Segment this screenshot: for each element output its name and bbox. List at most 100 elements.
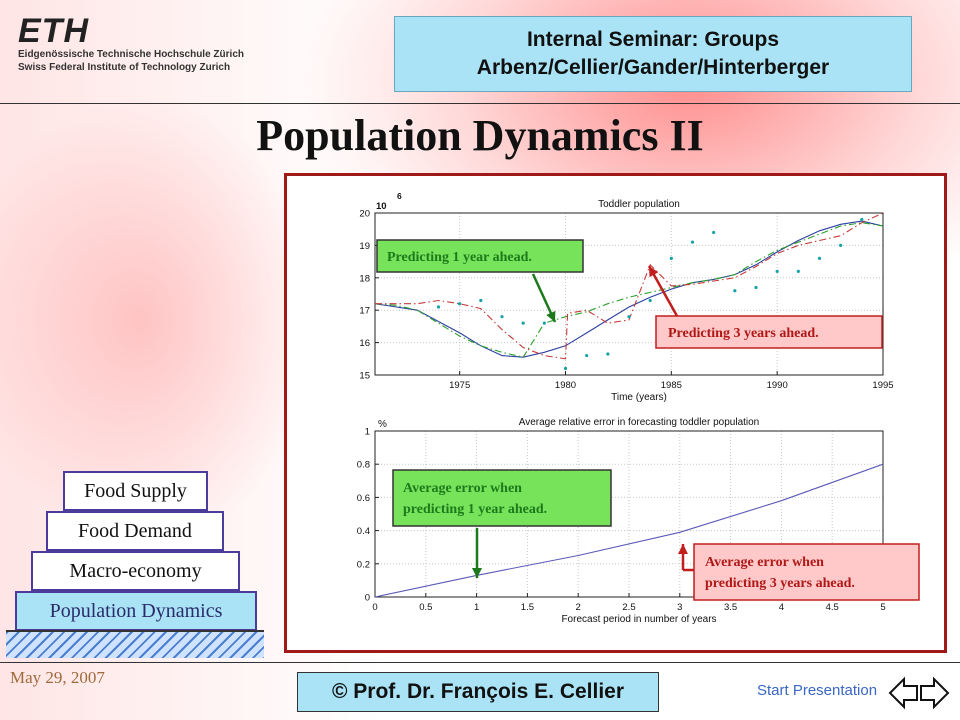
err1-annotation-box: [392, 469, 612, 527]
stack-macro-economy-label: Macro-economy: [69, 560, 202, 582]
stack-foundation: [6, 630, 264, 658]
toddler-population-chart-ytick-label-4: 19: [359, 241, 370, 252]
stack-population-dynamics-label: Population Dynamics: [49, 600, 223, 622]
err3-annotation-line1: Average error when: [705, 555, 824, 570]
seminar-line2: Arbenz/Cellier/Gander/Hinterberger: [476, 56, 830, 79]
average-error-chart-xtick-label-8: 4: [779, 602, 784, 613]
toddler-population-chart-measured-point-8: [606, 352, 610, 356]
toddler-population-chart-measured-point-3: [500, 315, 504, 319]
average-error-chart-xtick-label-0: 0: [372, 602, 377, 613]
pred3-annotation-box: [655, 315, 883, 349]
err3-annotation-line2: predicting 3 years ahead.: [705, 576, 855, 591]
toddler-population-chart-yexp-base: 10: [376, 201, 387, 212]
toddler-population-chart-xtick-label-0: 1975: [449, 380, 470, 391]
toddler-population-chart-ytick-label-1: 16: [359, 338, 370, 349]
toddler-population-chart-ytick-label-2: 17: [359, 306, 370, 317]
eth-logo-word: ETH: [18, 12, 89, 50]
stack-population-dynamics[interactable]: Population Dynamics: [15, 591, 257, 631]
toddler-population-chart-ytick-label-3: 18: [359, 273, 370, 284]
header-divider: [0, 103, 960, 104]
average-error-chart-ytick-label-3: 0.6: [357, 493, 370, 504]
average-error-chart-xtick-label-4: 2: [576, 602, 581, 613]
toddler-population-chart-yexp-power: 6: [397, 191, 402, 201]
toddler-population-chart-axes-box: [374, 212, 884, 376]
toddler-population-chart-measured-point-9: [627, 315, 631, 319]
pred3-arrow-head: [649, 266, 659, 278]
toddler-population-chart-measured-point-16: [775, 269, 779, 273]
err3-annotation-box: [693, 543, 920, 601]
toddler-population-chart-measured-point-4: [521, 321, 525, 325]
average-error-chart-xtick-label-9: 4.5: [826, 602, 839, 613]
forward-arrow-icon[interactable]: [920, 676, 950, 710]
eth-logo-line1: Eidgenössische Technische Hochschule Zür…: [18, 49, 244, 60]
toddler-population-chart-measured-point-12: [690, 240, 695, 244]
toddler-population-chart-pred3-line: [375, 212, 884, 360]
toddler-population-chart-measured-point-7: [585, 353, 589, 358]
toddler-population-chart-measured-point-1: [458, 302, 462, 306]
toddler-population-chart-measured-point-19: [839, 243, 843, 247]
average-error-chart-xtick-label-3: 1.5: [521, 602, 534, 613]
toddler-population-chart-xtick-label-4: 1995: [872, 380, 893, 391]
average-error-chart-error-line: [374, 463, 884, 598]
average-error-chart-xtick-label-2: 1: [474, 602, 479, 613]
toddler-population-chart-ytick-label-5: 20: [359, 209, 370, 220]
toddler-population-chart-measured-point-10: [648, 298, 652, 303]
average-error-chart-ylabel: %: [378, 419, 387, 430]
stack-macro-economy[interactable]: Macro-economy: [31, 551, 240, 591]
pred1-arrow-head: [546, 310, 556, 322]
figure-frame: 1975 1980 1985 1990 1995 15 16 17 18 19 20 Toddler …: [284, 173, 947, 653]
toddler-population-chart-measured-point-0: [436, 305, 441, 309]
average-error-chart-ytick-label-0: 0: [365, 593, 370, 604]
pred1-annotation-text: Predicting 1 year ahead.: [387, 250, 532, 265]
footer-divider: [0, 662, 960, 663]
toddler-population-chart-measured-point-15: [754, 285, 758, 290]
stack-food-demand-label: Food Demand: [78, 520, 192, 542]
stack-food-supply-label: Food Supply: [84, 480, 187, 502]
toddler-population-chart-measured-point-17: [796, 269, 800, 273]
average-error-chart-xtick-label-6: 3: [677, 602, 682, 613]
err1-annotation-line1: Average error when: [403, 481, 522, 496]
average-error-chart-ytick-label-1: 0.2: [357, 559, 370, 570]
average-error-chart-xtick-label-5: 2.5: [622, 602, 635, 613]
back-arrow-icon[interactable]: [888, 676, 918, 710]
err1-arrow-head: [472, 568, 482, 578]
toddler-population-chart: 1975 1980 1985 1990 1995 15 16 17 18 19 20 Toddler …: [359, 191, 893, 403]
err1-annotation-line2: predicting 1 year ahead.: [403, 502, 547, 517]
toddler-population-chart-title: Toddler population: [598, 199, 680, 210]
pred1-annotation-box: [376, 239, 584, 273]
toddler-population-chart-xlabel: Time (years): [611, 392, 667, 403]
average-error-chart-title: Average relative error in forecasting to…: [519, 417, 760, 428]
toddler-population-chart-xtick-label-2: 1985: [661, 380, 682, 391]
stack-food-demand[interactable]: Food Demand: [46, 511, 224, 551]
toddler-population-chart-measured-point-20: [860, 217, 864, 222]
average-error-chart-ytick-label-5: 1: [365, 427, 370, 438]
toddler-population-chart-actual-line: [374, 220, 884, 358]
average-error-chart-xtick-label-10: 5: [880, 602, 885, 613]
toddler-population-chart-measured-point-13: [712, 230, 716, 235]
eth-logo: ETH Eidgenössische Technische Hochschule…: [18, 14, 248, 84]
annotations: Predicting 1 year ahead. Predicting 3 yea…: [376, 239, 920, 601]
average-error-chart-xtick-label-1: 0.5: [419, 602, 432, 613]
footer-date: May 29, 2007: [10, 668, 105, 687]
average-error-chart-xtick-label-7: 3.5: [724, 602, 737, 613]
start-presentation-link[interactable]: Start Presentation: [757, 682, 878, 699]
toddler-population-chart-pred1-line: [374, 222, 884, 358]
average-error-chart-xlabel: Forecast period in number of years: [561, 614, 716, 625]
toddler-population-chart-measured-point-18: [817, 256, 822, 260]
pred3-annotation-text: Predicting 3 years ahead.: [668, 326, 819, 341]
toddler-population-chart-xtick-label-3: 1990: [767, 380, 788, 391]
toddler-population-chart-measured-point-6: [563, 366, 568, 371]
seminar-line1: Internal Seminar: Groups: [526, 28, 780, 51]
page-title: Population Dynamics II: [256, 111, 704, 160]
toddler-population-chart-measured-point-11: [669, 256, 673, 260]
nav-arrows: [888, 676, 950, 710]
toddler-population-chart-measured-point-14: [733, 289, 737, 293]
toddler-population-chart-ytick-label-0: 15: [359, 371, 370, 382]
stack-food-supply[interactable]: Food Supply: [63, 471, 208, 511]
toddler-population-chart-measured-point-5: [542, 321, 546, 325]
err3-arrow-head: [678, 544, 688, 554]
eth-logo-line2: Swiss Federal Institute of Technology Zu…: [18, 62, 231, 73]
toddler-population-chart-xtick-label-1: 1980: [555, 380, 576, 391]
seminar-box: Internal Seminar: Groups Arbenz/Cellier/…: [394, 16, 912, 92]
figure-svg: 1975 1980 1985 1990 1995151617181920Toddler …: [357, 191, 920, 625]
